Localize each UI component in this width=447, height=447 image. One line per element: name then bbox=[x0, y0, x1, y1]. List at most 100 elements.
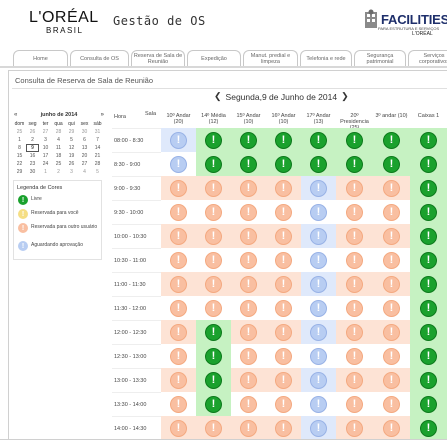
reserved-slot-icon[interactable]: ! bbox=[383, 395, 400, 413]
reserved-slot-icon[interactable]: ! bbox=[346, 323, 363, 341]
slot-cell[interactable]: ! bbox=[266, 392, 301, 416]
calendar-day[interactable]: 1 bbox=[44, 169, 47, 175]
slot-cell[interactable]: ! bbox=[301, 272, 336, 296]
slot-cell[interactable]: ! bbox=[161, 344, 196, 368]
reserved-slot-icon[interactable]: ! bbox=[275, 371, 292, 389]
free-slot-icon[interactable]: ! bbox=[346, 131, 363, 149]
slot-cell[interactable]: ! bbox=[410, 368, 447, 392]
slot-cell[interactable]: ! bbox=[231, 392, 266, 416]
slot-cell[interactable]: ! bbox=[266, 224, 301, 248]
reserved-slot-icon[interactable]: ! bbox=[383, 251, 400, 269]
slot-cell[interactable]: ! bbox=[266, 272, 301, 296]
reserved-slot-icon[interactable]: ! bbox=[240, 179, 257, 197]
prev-day-icon[interactable]: ❮ bbox=[214, 91, 222, 101]
calendar-day[interactable]: 1 bbox=[18, 137, 21, 143]
slot-cell[interactable]: ! bbox=[373, 248, 410, 272]
reserved-slot-icon[interactable]: ! bbox=[346, 419, 363, 437]
slot-cell[interactable]: ! bbox=[410, 248, 447, 272]
reserved-slot-icon[interactable]: ! bbox=[275, 323, 292, 341]
slot-cell[interactable]: ! bbox=[410, 296, 447, 320]
reserved-slot-icon[interactable]: ! bbox=[205, 419, 222, 437]
free-slot-icon[interactable]: ! bbox=[275, 155, 292, 173]
slot-cell[interactable]: ! bbox=[301, 320, 336, 344]
slot-cell[interactable]: ! bbox=[196, 296, 231, 320]
reserved-slot-icon[interactable]: ! bbox=[240, 323, 257, 341]
slot-cell[interactable]: ! bbox=[410, 416, 447, 440]
reserved-slot-icon[interactable]: ! bbox=[240, 347, 257, 365]
calendar-day[interactable]: 5 bbox=[70, 137, 73, 143]
slot-cell[interactable]: ! bbox=[231, 272, 266, 296]
pending-slot-icon[interactable]: ! bbox=[310, 299, 327, 317]
slot-cell[interactable]: ! bbox=[266, 368, 301, 392]
slot-cell[interactable]: ! bbox=[336, 128, 373, 152]
slot-cell[interactable]: ! bbox=[410, 200, 447, 224]
reserved-slot-icon[interactable]: ! bbox=[170, 323, 187, 341]
calendar-day[interactable]: 24 bbox=[42, 161, 49, 167]
calendar-day[interactable]: 25 bbox=[55, 161, 62, 167]
slot-cell[interactable]: ! bbox=[231, 296, 266, 320]
slot-cell[interactable]: ! bbox=[301, 176, 336, 200]
slot-cell[interactable]: ! bbox=[301, 152, 336, 176]
free-slot-icon[interactable]: ! bbox=[205, 371, 222, 389]
slot-cell[interactable]: ! bbox=[161, 128, 196, 152]
slot-cell[interactable]: ! bbox=[196, 152, 231, 176]
free-slot-icon[interactable]: ! bbox=[205, 131, 222, 149]
slot-cell[interactable]: ! bbox=[336, 320, 373, 344]
calendar-day[interactable]: 30 bbox=[81, 129, 88, 135]
reserved-slot-icon[interactable]: ! bbox=[205, 179, 222, 197]
pending-slot-icon[interactable]: ! bbox=[170, 131, 187, 149]
slot-cell[interactable]: ! bbox=[336, 416, 373, 440]
calendar-day[interactable]: 2 bbox=[31, 137, 34, 143]
slot-cell[interactable]: ! bbox=[373, 176, 410, 200]
free-slot-icon[interactable]: ! bbox=[420, 419, 437, 437]
slot-cell[interactable]: ! bbox=[266, 416, 301, 440]
slot-cell[interactable]: ! bbox=[231, 320, 266, 344]
slot-cell[interactable]: ! bbox=[196, 176, 231, 200]
calendar-day[interactable]: 11 bbox=[55, 145, 62, 151]
pending-slot-icon[interactable]: ! bbox=[310, 227, 327, 245]
slot-cell[interactable]: ! bbox=[196, 128, 231, 152]
calendar-day[interactable]: 20 bbox=[81, 153, 88, 159]
calendar-day[interactable]: 8 bbox=[18, 145, 21, 151]
slot-cell[interactable]: ! bbox=[301, 344, 336, 368]
slot-cell[interactable]: ! bbox=[266, 344, 301, 368]
slot-cell[interactable]: ! bbox=[231, 344, 266, 368]
free-slot-icon[interactable]: ! bbox=[420, 347, 437, 365]
slot-cell[interactable]: ! bbox=[196, 224, 231, 248]
slot-cell[interactable]: ! bbox=[336, 248, 373, 272]
calendar-day[interactable]: 4 bbox=[83, 169, 86, 175]
reserved-slot-icon[interactable]: ! bbox=[346, 299, 363, 317]
slot-cell[interactable]: ! bbox=[336, 368, 373, 392]
slot-cell[interactable]: ! bbox=[161, 368, 196, 392]
calendar-day[interactable]: 28 bbox=[94, 161, 101, 167]
pending-slot-icon[interactable]: ! bbox=[310, 419, 327, 437]
calendar-day[interactable]: 30 bbox=[29, 169, 36, 175]
slot-cell[interactable]: ! bbox=[301, 416, 336, 440]
slot-cell[interactable]: ! bbox=[373, 320, 410, 344]
pending-slot-icon[interactable]: ! bbox=[310, 371, 327, 389]
reserved-slot-icon[interactable]: ! bbox=[383, 419, 400, 437]
calendar-day[interactable]: 5 bbox=[96, 169, 99, 175]
reserved-slot-icon[interactable]: ! bbox=[383, 371, 400, 389]
calendar-day[interactable]: 27 bbox=[42, 129, 49, 135]
slot-cell[interactable]: ! bbox=[196, 248, 231, 272]
calendar-day[interactable]: 23 bbox=[29, 161, 36, 167]
slot-cell[interactable]: ! bbox=[373, 200, 410, 224]
reserved-slot-icon[interactable]: ! bbox=[275, 203, 292, 221]
tab-consulta-os[interactable]: Consulta de OS bbox=[70, 50, 129, 66]
reserved-slot-icon[interactable]: ! bbox=[346, 251, 363, 269]
free-slot-icon[interactable]: ! bbox=[420, 323, 437, 341]
slot-cell[interactable]: ! bbox=[196, 416, 231, 440]
reserved-slot-icon[interactable]: ! bbox=[170, 275, 187, 293]
pending-slot-icon[interactable]: ! bbox=[310, 347, 327, 365]
slot-cell[interactable]: ! bbox=[161, 224, 196, 248]
reserved-slot-icon[interactable]: ! bbox=[275, 419, 292, 437]
tab-seguranca[interactable]: Segurança patrimonial bbox=[354, 50, 406, 66]
slot-cell[interactable]: ! bbox=[196, 272, 231, 296]
slot-cell[interactable]: ! bbox=[336, 224, 373, 248]
reserved-slot-icon[interactable]: ! bbox=[275, 299, 292, 317]
free-slot-icon[interactable]: ! bbox=[420, 131, 437, 149]
slot-cell[interactable]: ! bbox=[231, 224, 266, 248]
reserved-slot-icon[interactable]: ! bbox=[383, 299, 400, 317]
calendar-day[interactable]: 26 bbox=[68, 161, 75, 167]
